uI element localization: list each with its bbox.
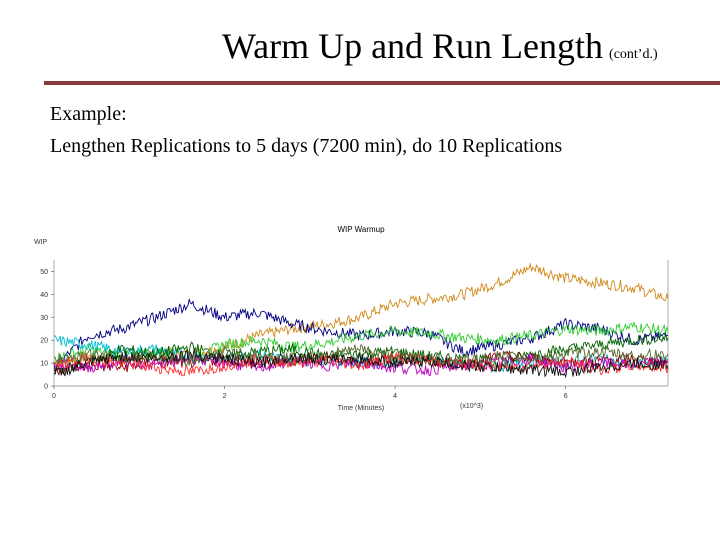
x-tick-label: 0 <box>52 393 56 400</box>
slide-title: Warm Up and Run Length (cont’d.) <box>222 26 712 66</box>
x-axis-label: Time (Minutes) <box>338 405 384 412</box>
x-tick-label: 6 <box>564 393 568 400</box>
y-tick-label: 20 <box>40 338 48 345</box>
title-main-text: Warm Up and Run Length <box>222 26 604 66</box>
chart-title: WIP Warmup <box>337 225 385 234</box>
series-line-5 <box>53 332 669 375</box>
x-tick-label: 4 <box>393 393 397 400</box>
body-line-instruction: Lengthen Replications to 5 days (7200 mi… <box>50 135 563 157</box>
y-axis-label: WIP <box>34 239 48 246</box>
x-axis-multiplier: (x10^3) <box>460 403 483 410</box>
y-tick-label: 50 <box>40 269 48 276</box>
series-line-8 <box>53 351 669 377</box>
y-tick-label: 40 <box>40 292 48 299</box>
y-tick-label: 30 <box>40 315 48 322</box>
x-tick-label: 2 <box>223 393 227 400</box>
title-suffix-text: (cont’d.) <box>609 47 658 62</box>
body-line-example: Example: <box>50 103 127 125</box>
slide-body: Example: Lengthen Replications to 5 days… <box>50 98 720 162</box>
y-tick-label: 0 <box>44 384 48 391</box>
title-underline-rule <box>44 81 720 85</box>
series-line-2 <box>53 297 668 373</box>
series-line-9 <box>53 343 669 367</box>
series-line-10 <box>53 348 669 379</box>
y-tick-label: 10 <box>40 361 48 368</box>
